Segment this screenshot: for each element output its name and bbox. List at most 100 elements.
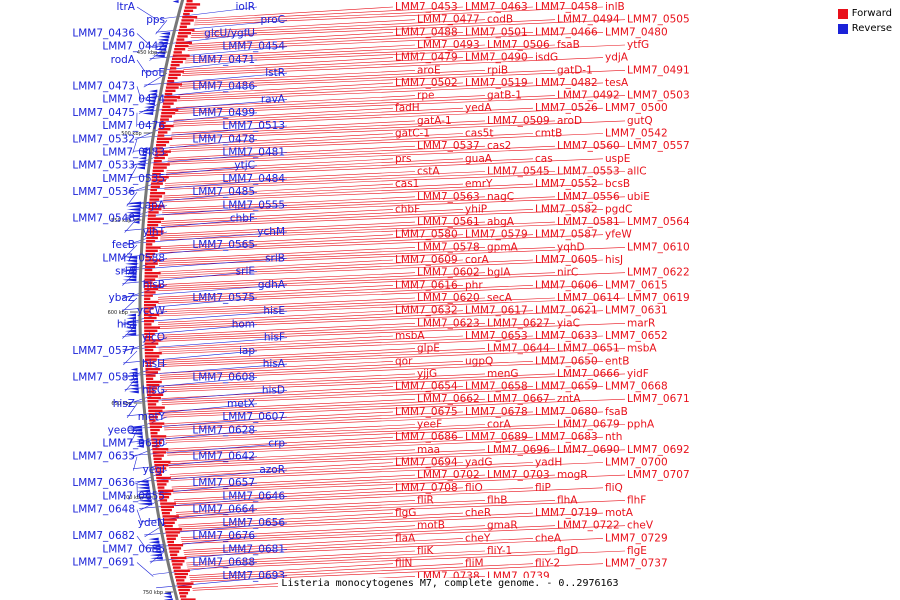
forward-feature-block [154, 467, 167, 470]
forward-connector [168, 133, 604, 152]
forward-connector [164, 424, 416, 437]
forward-feature-block [160, 118, 169, 121]
forward-feature-block [181, 19, 194, 22]
forward-feature-block [144, 275, 158, 278]
reverse-feature-block [163, 595, 172, 599]
reverse-gene-label: LMM7_0532 [72, 133, 135, 145]
forward-connector [190, 19, 626, 38]
reverse-connector [123, 350, 138, 366]
reverse-connector [136, 59, 147, 75]
forward-connector [158, 259, 534, 277]
forward-gene-label: LMM7_0503 [627, 90, 690, 102]
forward-gene-label: uspE [605, 153, 630, 165]
forward-feature-block [144, 278, 156, 281]
reverse-gene-label: LMM7_0691 [72, 557, 135, 569]
forward-feature-block [146, 240, 156, 243]
forward-gene-label: cas [535, 153, 553, 165]
forward-feature-block [170, 64, 180, 67]
forward-connector [195, 6, 394, 20]
forward-gene-label: prs [395, 153, 411, 165]
forward-gene-label: LMM7_0552 [535, 178, 598, 190]
forward-connector [162, 398, 556, 416]
forward-gene-label: yadG [465, 457, 492, 469]
forward-feature-block [144, 294, 153, 297]
forward-feature-block [161, 108, 179, 112]
forward-feature-block [168, 73, 181, 76]
reverse-gene-label: yihT [143, 226, 166, 238]
reverse-gene-label: LMM7_0685 [102, 543, 165, 555]
forward-gene-label: LMM7_0560 [557, 140, 620, 152]
reverse-gene-label: LMM7_0471 [192, 54, 255, 66]
forward-feature-block [170, 553, 178, 556]
reverse-gene-label: gdhA [258, 279, 286, 291]
reverse-gene-label: LMM7_0642 [192, 451, 255, 463]
forward-connector [189, 32, 394, 45]
forward-gene-label: LMM7_0617 [465, 305, 528, 317]
forward-connector [172, 474, 626, 494]
forward-gene-label: hisJ [605, 254, 623, 266]
scale-tick-label: 750 kbp [143, 590, 163, 596]
forward-connector [165, 424, 626, 443]
forward-feature-block [146, 377, 154, 380]
reverse-gene-label: ydeN [138, 517, 165, 529]
forward-connector [159, 234, 394, 247]
forward-connector [160, 373, 486, 389]
forward-connector [174, 487, 464, 503]
scale-tick-label: 500 kbp [121, 131, 141, 137]
forward-connector [161, 209, 534, 226]
map-caption: Listeria monocytogenes M7, complete geno… [0, 578, 900, 589]
reverse-gene-label: LMM7_0577 [72, 345, 135, 357]
forward-connector [180, 525, 416, 538]
forward-gene-label: gatC-1 [395, 128, 430, 140]
forward-connector [161, 196, 626, 216]
reverse-feature-block [136, 166, 145, 170]
forward-connector [158, 259, 604, 279]
forward-connector [169, 133, 464, 148]
reverse-feature-block [137, 163, 146, 167]
forward-connector [182, 57, 604, 76]
forward-gene-label: fliQ [605, 482, 623, 494]
reverse-swatch [837, 23, 848, 34]
forward-feature-block [183, 9, 194, 12]
reverse-feature-block [124, 268, 137, 272]
forward-feature-block [149, 419, 156, 422]
reverse-connector [136, 33, 153, 48]
reverse-feature-block [125, 329, 137, 333]
reverse-feature-block [125, 214, 140, 218]
forward-gene-label: phr [465, 279, 483, 291]
forward-gene-label: cheY [465, 532, 491, 544]
reverse-connector [136, 562, 154, 577]
reverse-connector [133, 456, 138, 471]
forward-gene-label: yqhD [557, 241, 585, 253]
forward-connector [175, 95, 486, 110]
reverse-feature-block [130, 371, 138, 375]
reverse-connector [132, 139, 258, 152]
forward-gene-label: cheA [535, 532, 562, 544]
forward-connector [162, 196, 486, 212]
reverse-gene-label: LMM7_0481 [222, 147, 285, 159]
forward-connector [161, 386, 604, 405]
reverse-connector [136, 6, 160, 22]
forward-feature-block [148, 208, 162, 211]
forward-connector [168, 449, 416, 463]
forward-feature-block [146, 387, 157, 390]
scale-ticks: 450 kbp 500 kbp 550 kbp 600 kbp 650 kbp 700 k… [108, 50, 174, 596]
forward-feature-block [155, 150, 171, 153]
forward-gene-label: LMM7_0644 [487, 343, 550, 355]
forward-feature-block [145, 259, 161, 262]
reverse-feature-block [129, 387, 139, 391]
reverse-feature-block [136, 444, 144, 448]
forward-connector [173, 107, 534, 125]
reverse-feature-block [157, 38, 169, 42]
reverse-connector [122, 271, 258, 284]
reverse-connector [149, 46, 288, 59]
forward-feature-block [144, 272, 161, 275]
forward-feature-block [144, 316, 157, 320]
forward-feature-block [145, 358, 157, 361]
forward-gene-label: LMM7_0488 [395, 26, 458, 38]
forward-gene-label: gatA-1 [417, 115, 452, 127]
forward-feature-block [171, 560, 185, 563]
forward-feature-block [144, 307, 154, 310]
forward-connector [168, 449, 626, 469]
forward-feature-block [150, 185, 160, 188]
